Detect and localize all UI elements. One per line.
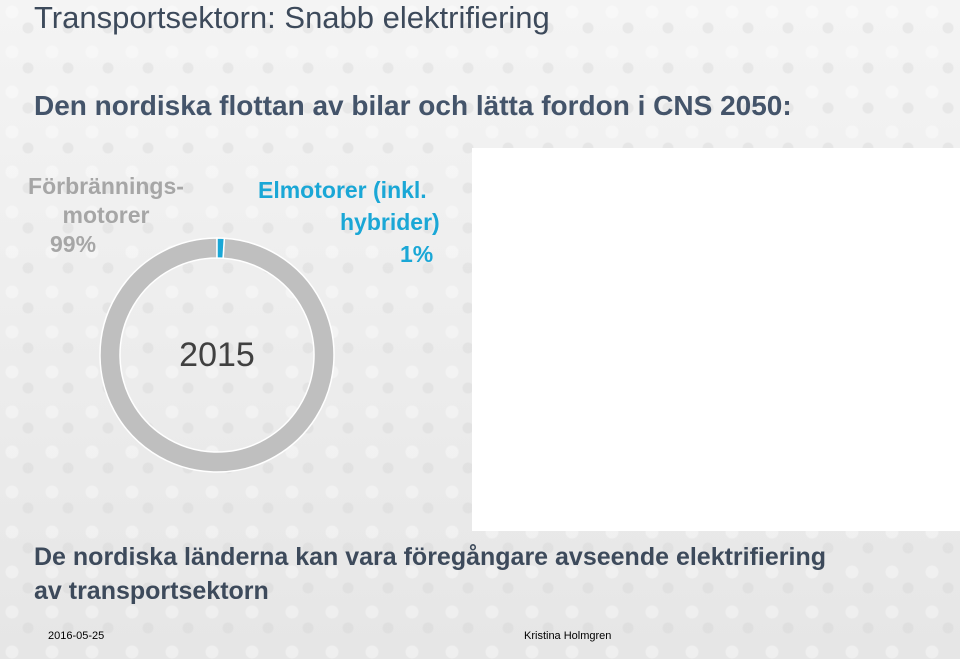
combustion-label: Förbrännings- motorer 99% xyxy=(6,172,206,259)
donut-center-label: 2015 xyxy=(179,336,255,374)
donut-slice-electric xyxy=(216,237,226,259)
electric-label-line2: hybrider) xyxy=(340,209,440,235)
combustion-label-line1: Förbrännings- xyxy=(28,173,184,199)
empty-chart-panel xyxy=(472,148,960,531)
footer-author: Kristina Holmgren xyxy=(524,630,612,642)
combustion-label-line2: motorer xyxy=(62,202,150,228)
electric-label: Elmotorer (inkl. hybrider) 1% xyxy=(258,174,468,270)
footer-date: 2016-05-25 xyxy=(48,630,105,642)
donut-slice-combustion xyxy=(99,237,335,473)
electric-label-line1: Elmotorer (inkl. xyxy=(258,177,427,203)
donut-chart: 2015 xyxy=(99,237,335,473)
slide-title: Transportsektorn: Snabb elektrifiering xyxy=(34,0,550,35)
bottom-statement: De nordiska länderna kan vara föregångar… xyxy=(34,540,934,608)
bottom-statement-line1: De nordiska länderna kan vara föregångar… xyxy=(34,543,826,571)
electric-value-label: 1% xyxy=(400,241,434,267)
bottom-statement-line2: av transportsektorn xyxy=(34,577,269,605)
slide-subtitle: Den nordiska flottan av bilar och lätta … xyxy=(34,90,792,121)
combustion-value-label: 99% xyxy=(50,231,97,257)
